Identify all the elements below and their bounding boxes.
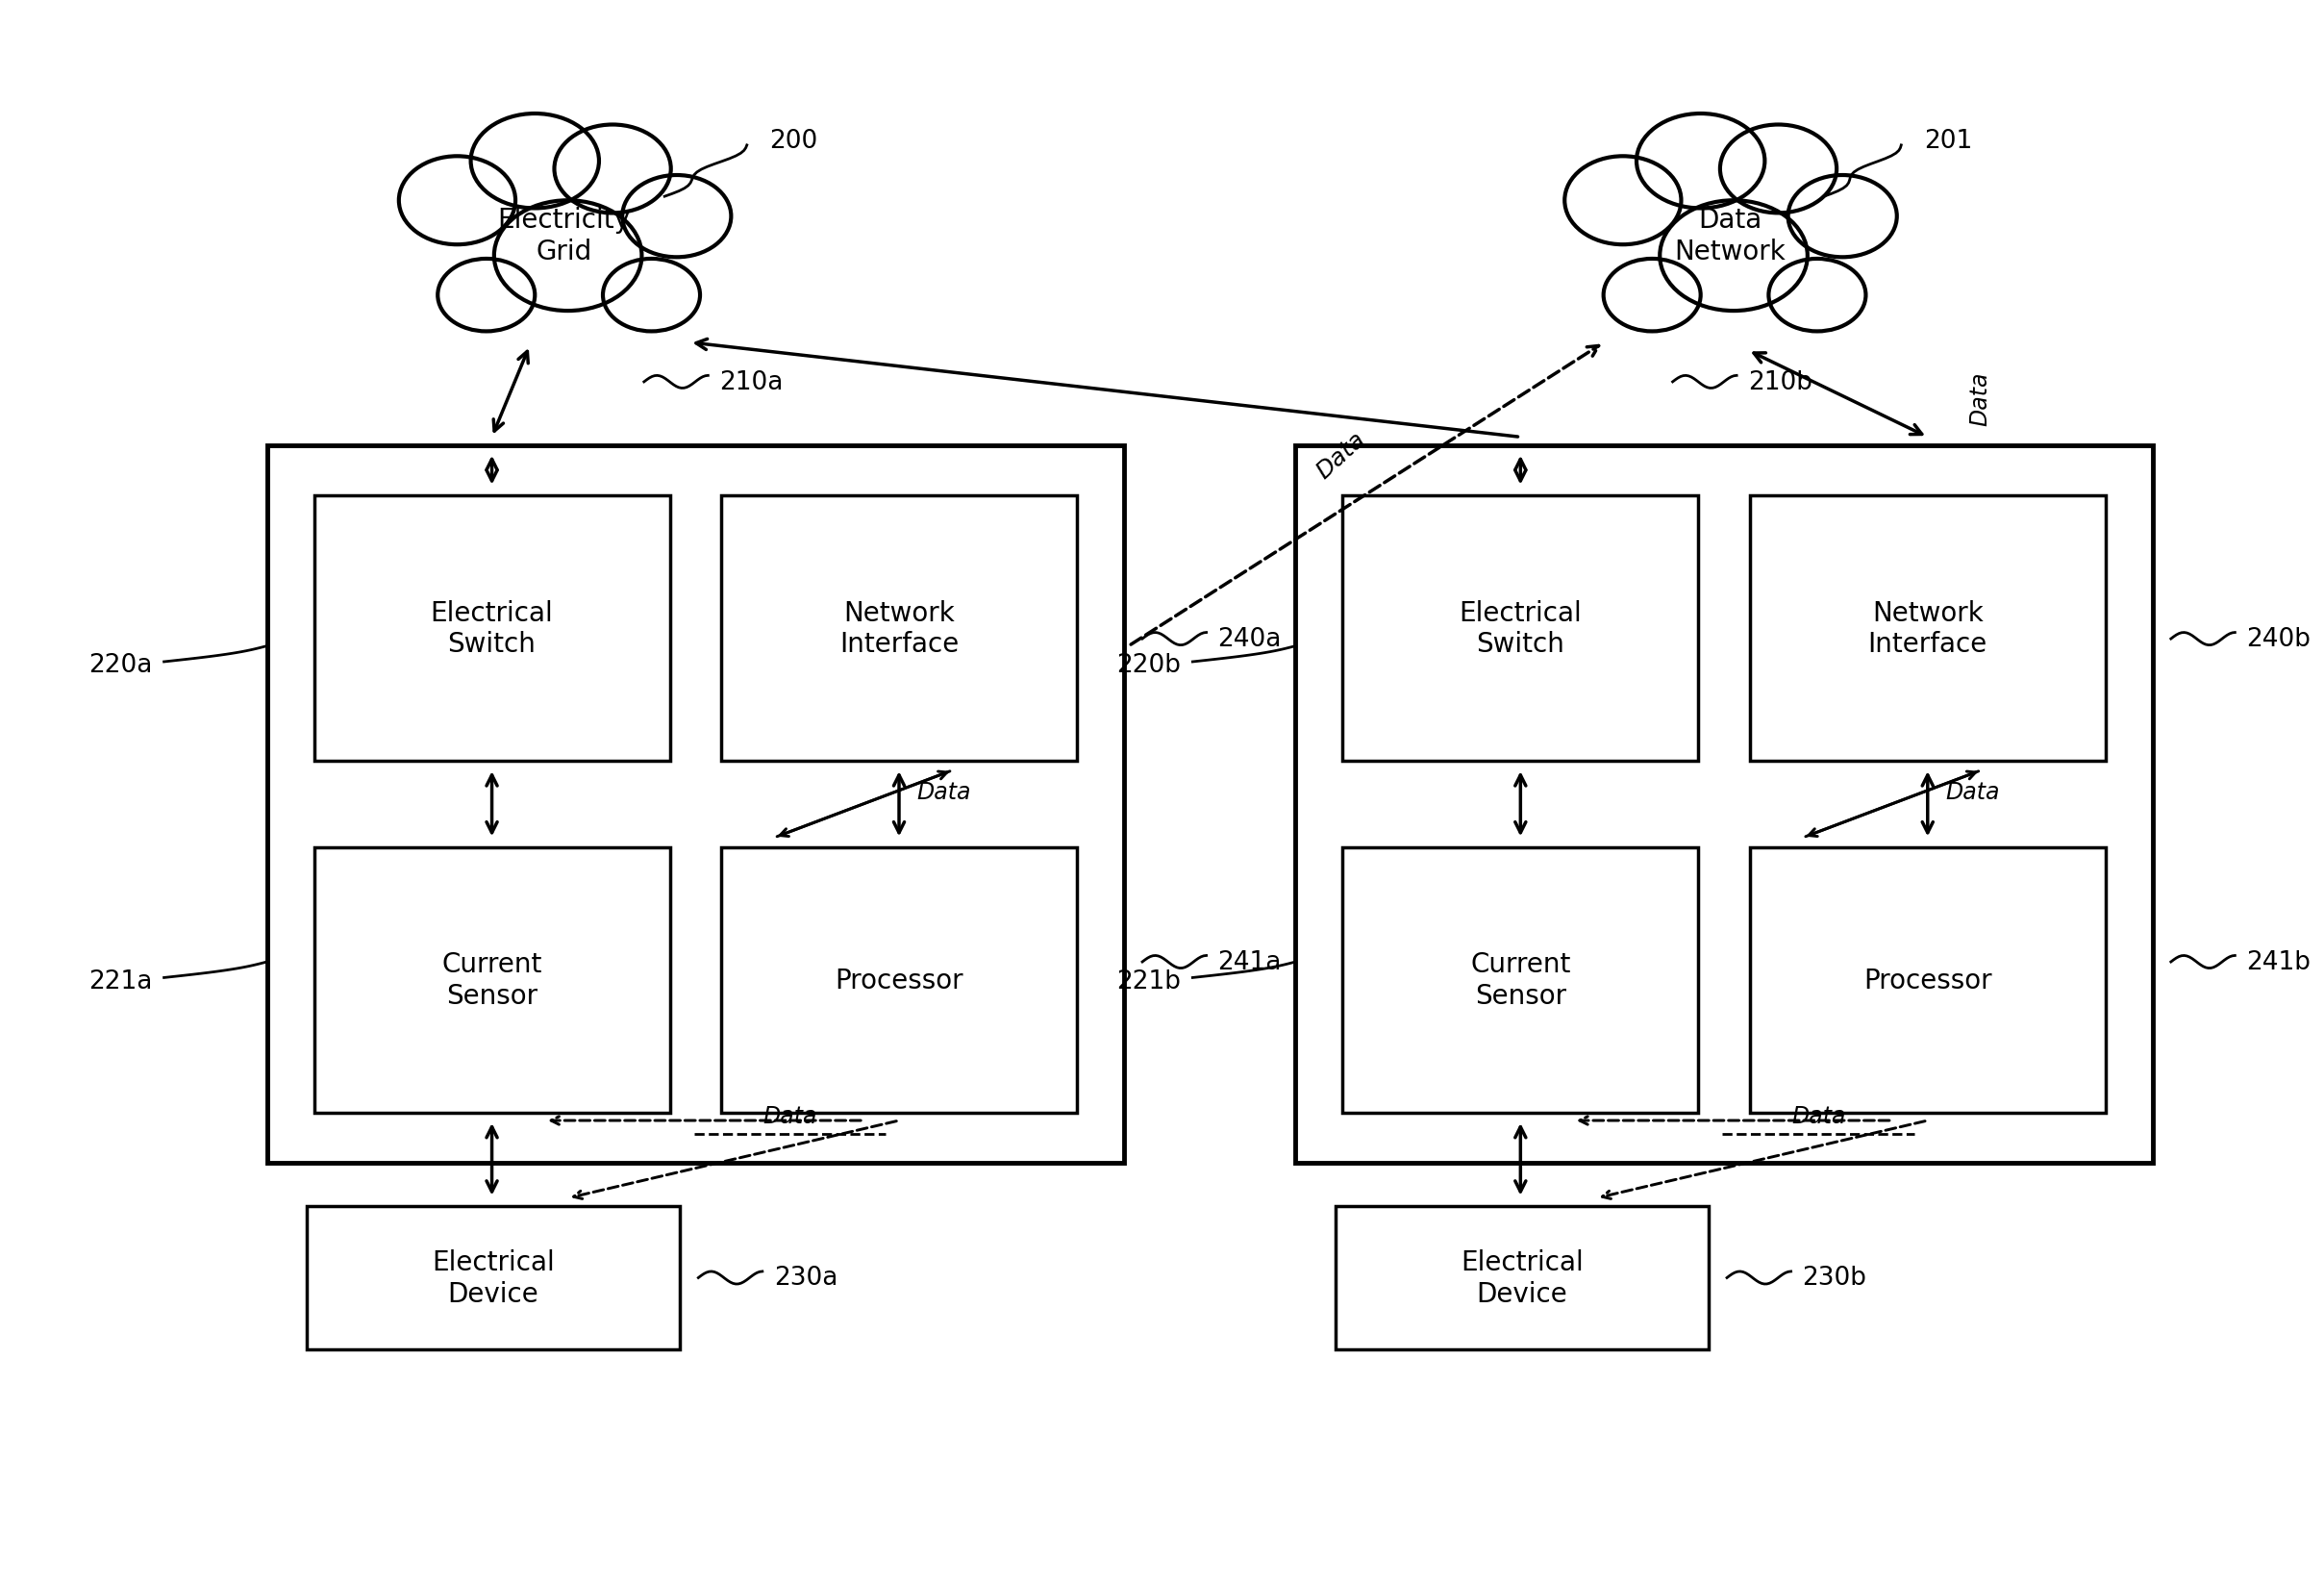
Ellipse shape [495,201,641,312]
Text: Electrical
Switch: Electrical Switch [430,599,553,658]
Text: Data: Data [1968,371,1992,425]
Ellipse shape [1769,260,1866,331]
Bar [307,1206,681,1350]
Ellipse shape [1636,114,1764,209]
Text: 201: 201 [1924,128,1973,154]
Bar [1343,496,1699,761]
Text: 220a: 220a [88,653,153,678]
Ellipse shape [602,260,700,331]
Text: 210b: 210b [1748,369,1813,395]
Text: Data: Data [1792,1103,1845,1127]
Text: Data: Data [1945,780,1999,804]
Ellipse shape [1564,157,1680,246]
Bar [1750,496,2106,761]
Text: Network
Interface: Network Interface [839,599,960,658]
Bar [267,445,1125,1163]
Text: Current
Sensor: Current Sensor [442,951,541,1010]
Text: 240b: 240b [2247,626,2310,651]
Text: Data: Data [918,780,971,804]
Ellipse shape [1659,201,1808,312]
Text: 241b: 241b [2247,949,2310,975]
Text: Current
Sensor: Current Sensor [1471,951,1571,1010]
Bar [314,496,669,761]
Text: Electrical
Device: Electrical Device [432,1249,555,1308]
Text: 200: 200 [769,128,818,154]
Text: Processor: Processor [834,967,962,994]
Bar [720,848,1076,1113]
Text: 210a: 210a [720,369,783,395]
Bar [1294,445,2152,1163]
Text: Network
Interface: Network Interface [1868,599,1987,658]
Text: Processor: Processor [1864,967,1992,994]
Text: Electrical
Switch: Electrical Switch [1459,599,1583,658]
Text: 241a: 241a [1218,949,1281,975]
Text: Electricity
Grid: Electricity Grid [497,206,630,265]
Ellipse shape [1787,176,1896,258]
Text: 230a: 230a [774,1265,837,1290]
Bar [720,496,1076,761]
Ellipse shape [472,114,600,209]
Text: 221a: 221a [88,968,153,994]
Ellipse shape [400,157,516,246]
Text: Data: Data [1313,428,1371,483]
Ellipse shape [437,260,535,331]
Text: Electrical
Device: Electrical Device [1459,1249,1583,1308]
Text: 220b: 220b [1118,653,1181,678]
Bar [1336,1206,1708,1350]
Ellipse shape [1720,125,1836,214]
Bar [1750,848,2106,1113]
Ellipse shape [623,176,732,258]
Bar [1343,848,1699,1113]
Text: 230b: 230b [1803,1265,1866,1290]
Ellipse shape [555,125,672,214]
Bar [314,848,669,1113]
Text: Data: Data [762,1103,818,1127]
Text: 240a: 240a [1218,626,1281,651]
Text: Data
Network: Data Network [1673,206,1785,265]
Text: 221b: 221b [1118,968,1181,994]
Ellipse shape [1604,260,1701,331]
